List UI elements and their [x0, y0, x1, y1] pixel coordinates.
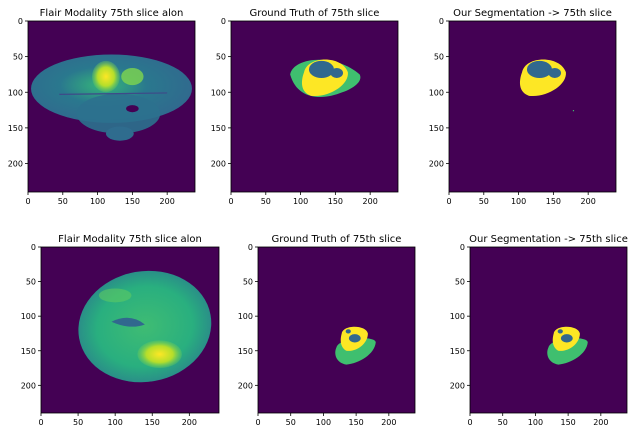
y-tick-label: 100: [450, 312, 465, 321]
x-tick-label: 150: [145, 418, 160, 427]
x-tick-label: 100: [293, 197, 308, 206]
panel-title: Flair Modality 75th slice alon: [40, 8, 184, 19]
image-background: [470, 247, 627, 413]
y-tick-label: 0: [31, 243, 36, 252]
axes-frame: [448, 20, 617, 193]
x-tick-label: 50: [73, 418, 83, 427]
x-tick-label: 100: [316, 418, 331, 427]
y-tick-label: 150: [450, 347, 465, 356]
image-content: [449, 21, 616, 192]
x-tick-label: 50: [286, 418, 296, 427]
axes-frame: [40, 246, 220, 414]
y-tick-label: 200: [429, 160, 444, 169]
x-tick-label: 150: [328, 197, 343, 206]
y-tick-label: 200: [238, 381, 253, 390]
x-tick-label: 150: [546, 197, 561, 206]
axes-frame: [230, 20, 399, 193]
y-tick-label: 100: [211, 88, 226, 97]
necrotic-core-region: [526, 60, 552, 78]
x-tick-label: 100: [528, 418, 543, 427]
panel-r2c3: Our Segmentation -> 75th slice 0 50 100 150 2…: [450, 234, 628, 427]
x-tick-label: 200: [381, 418, 396, 427]
y-tick-label: 100: [429, 88, 444, 97]
y-tick-label: 100: [238, 312, 253, 321]
y-tick-label: 150: [429, 124, 444, 133]
necrotic-core-region: [560, 334, 573, 343]
x-tick-label: 50: [261, 197, 271, 206]
panel-r1c3: Our Segmentation -> 75th slice 0 50 100 150 2…: [429, 8, 617, 206]
y-tick-label: 150: [238, 347, 253, 356]
axes-frame: [469, 246, 628, 414]
y-tick-label: 200: [211, 160, 226, 169]
image-content: [28, 21, 195, 192]
x-tick-label: 50: [58, 197, 68, 206]
image-content: [231, 21, 398, 192]
x-tick-label: 150: [348, 418, 363, 427]
image-content: [258, 247, 415, 413]
x-tick-label: 150: [560, 418, 575, 427]
x-tick-label: 50: [479, 197, 489, 206]
x-tick-label: 200: [182, 418, 197, 427]
x-tick-label: 50: [498, 418, 508, 427]
x-tick-label: 0: [25, 197, 30, 206]
y-tick-label: 50: [434, 53, 444, 62]
panel-title: Ground Truth of 75th slice: [272, 234, 402, 245]
panel-title: Ground Truth of 75th slice: [250, 8, 380, 19]
y-tick-label: 150: [21, 347, 36, 356]
y-tick-label: 150: [211, 124, 226, 133]
image-background: [231, 21, 398, 192]
image-background: [449, 21, 616, 192]
y-tick-label: 0: [18, 17, 23, 26]
image-content: [470, 247, 627, 413]
x-tick-label: 0: [467, 418, 472, 427]
axes-frame: [257, 246, 416, 414]
image-content: [41, 247, 219, 413]
x-tick-label: 0: [255, 418, 260, 427]
y-tick-label: 0: [439, 17, 444, 26]
y-tick-label: 100: [8, 88, 23, 97]
necrotic-core-region: [308, 60, 334, 78]
panel-title: Flair Modality 75th slice alon: [58, 234, 202, 245]
x-tick-label: 0: [228, 197, 233, 206]
panel-title: Our Segmentation -> 75th slice: [453, 8, 612, 19]
y-tick-label: 0: [248, 243, 253, 252]
panel-r2c1: Flair Modality 75th slice alon 0 50 100 150 2…: [21, 234, 220, 427]
x-tick-label: 0: [38, 418, 43, 427]
x-tick-label: 200: [363, 197, 378, 206]
panel-r2c2: Ground Truth of 75th slice 0 50 100 150 200 0 5…: [238, 234, 416, 427]
y-tick-label: 0: [221, 17, 226, 26]
x-tick-label: 100: [511, 197, 526, 206]
y-tick-label: 200: [8, 160, 23, 169]
y-tick-label: 50: [13, 53, 23, 62]
image-background: [258, 247, 415, 413]
x-tick-label: 150: [125, 197, 140, 206]
y-tick-label: 50: [26, 278, 36, 287]
panel-title: Our Segmentation -> 75th slice: [469, 234, 628, 245]
panel-r1c2: Ground Truth of 75th slice 0 50 100 150 200 0 5…: [211, 8, 399, 206]
panel-r1c1: Flair Modality 75th slice alon 0 50 100 150 2…: [8, 8, 196, 206]
y-tick-label: 50: [243, 278, 253, 287]
y-tick-label: 50: [216, 53, 226, 62]
necrotic-core-region: [348, 334, 361, 343]
x-tick-label: 200: [581, 197, 596, 206]
x-tick-label: 200: [593, 418, 608, 427]
x-tick-label: 200: [160, 197, 175, 206]
x-tick-label: 100: [90, 197, 105, 206]
hyperintense-region: [137, 340, 182, 369]
y-tick-label: 50: [455, 278, 465, 287]
hyperintense-region: [92, 60, 120, 93]
x-tick-label: 100: [108, 418, 123, 427]
y-tick-label: 200: [450, 381, 465, 390]
y-tick-label: 100: [21, 312, 36, 321]
y-tick-label: 150: [8, 124, 23, 133]
x-tick-label: 0: [446, 197, 451, 206]
y-tick-label: 0: [460, 243, 465, 252]
axes-frame: [27, 20, 196, 193]
y-tick-label: 200: [21, 381, 36, 390]
